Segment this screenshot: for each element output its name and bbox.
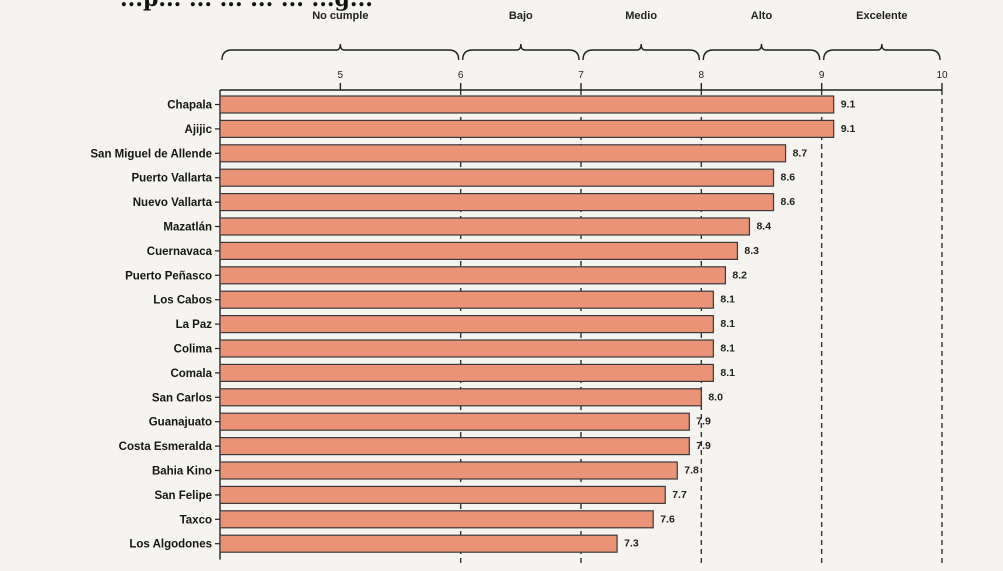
value-label: 8.1 — [720, 318, 735, 330]
value-label: 8.0 — [708, 391, 723, 403]
category-label: Costa Esmeralda — [119, 441, 213, 453]
bar — [219, 461, 678, 480]
category-label: San Felipe — [154, 490, 212, 502]
bar — [219, 412, 690, 431]
range-brace-1 — [461, 43, 580, 61]
x-tick-label-2: 7 — [578, 70, 584, 81]
category-label: Cuernavaca — [147, 246, 213, 258]
bar — [219, 510, 654, 529]
bar — [219, 315, 714, 334]
value-label: 8.1 — [720, 294, 735, 306]
value-label: 8.3 — [744, 245, 759, 257]
category-label: Puerto Vallarta — [131, 173, 212, 185]
bar — [219, 95, 835, 114]
range-label-0: No cumple — [312, 10, 368, 22]
value-label: 8.4 — [756, 221, 771, 233]
x-tick-label-4: 9 — [819, 70, 825, 81]
bar — [219, 388, 702, 407]
value-label: 7.6 — [660, 513, 675, 525]
range-brace-4 — [822, 43, 941, 61]
bar — [219, 144, 787, 163]
category-label: Puerto Peñasco — [125, 270, 212, 282]
category-label: Nuevo Vallarta — [133, 197, 213, 209]
category-label: Taxco — [180, 514, 212, 526]
bar — [219, 266, 726, 285]
value-label: 9.1 — [841, 123, 856, 135]
range-label-1: Bajo — [509, 10, 533, 22]
category-label: Los Cabos — [153, 295, 212, 307]
bar — [219, 437, 690, 456]
value-label: 7.7 — [672, 489, 687, 501]
x-tick-label-5: 10 — [936, 70, 948, 81]
value-label: 7.3 — [624, 538, 639, 550]
bar — [219, 339, 714, 358]
category-label: San Carlos — [152, 392, 212, 404]
value-label: 8.7 — [793, 147, 808, 159]
range-label-3: Alto — [751, 10, 773, 22]
x-tick-label-0: 5 — [338, 70, 344, 81]
bar — [219, 217, 751, 236]
category-label: Comala — [170, 368, 212, 380]
range-brace-2 — [582, 43, 701, 61]
category-label: La Paz — [176, 319, 213, 331]
category-label: San Miguel de Allende — [90, 148, 212, 160]
value-label: 8.6 — [781, 196, 796, 208]
category-label: Chapala — [167, 100, 212, 112]
bar — [219, 534, 618, 553]
category-label: Los Algodones — [129, 539, 212, 551]
value-label: 7.9 — [696, 416, 711, 428]
x-tick-label-1: 6 — [458, 70, 464, 81]
value-label: 7.9 — [696, 440, 711, 452]
bar — [219, 168, 775, 187]
chart-title: ...p... ... ... ... ... ...g... — [120, 0, 373, 12]
bar — [219, 241, 739, 260]
value-label: 8.2 — [732, 269, 747, 281]
value-label: 9.1 — [841, 99, 856, 111]
range-label-4: Excelente — [856, 10, 907, 22]
x-tick-label-3: 8 — [699, 70, 705, 81]
category-label: Colima — [174, 344, 213, 356]
bar — [219, 363, 714, 382]
value-label: 8.1 — [720, 343, 735, 355]
bar — [219, 193, 775, 212]
bar — [219, 290, 714, 309]
category-label: Guanajuato — [149, 417, 212, 429]
range-brace-3 — [702, 43, 821, 61]
value-label: 7.8 — [684, 465, 699, 477]
value-label: 8.6 — [781, 172, 796, 184]
category-label: Bahia Kino — [152, 466, 212, 478]
bar — [219, 119, 835, 139]
category-label: Ajijic — [185, 124, 213, 136]
value-label: 8.1 — [720, 367, 735, 379]
range-label-2: Medio — [625, 10, 657, 22]
category-label: Mazatlán — [163, 222, 212, 234]
range-brace-0 — [221, 43, 460, 61]
bar — [219, 485, 666, 504]
